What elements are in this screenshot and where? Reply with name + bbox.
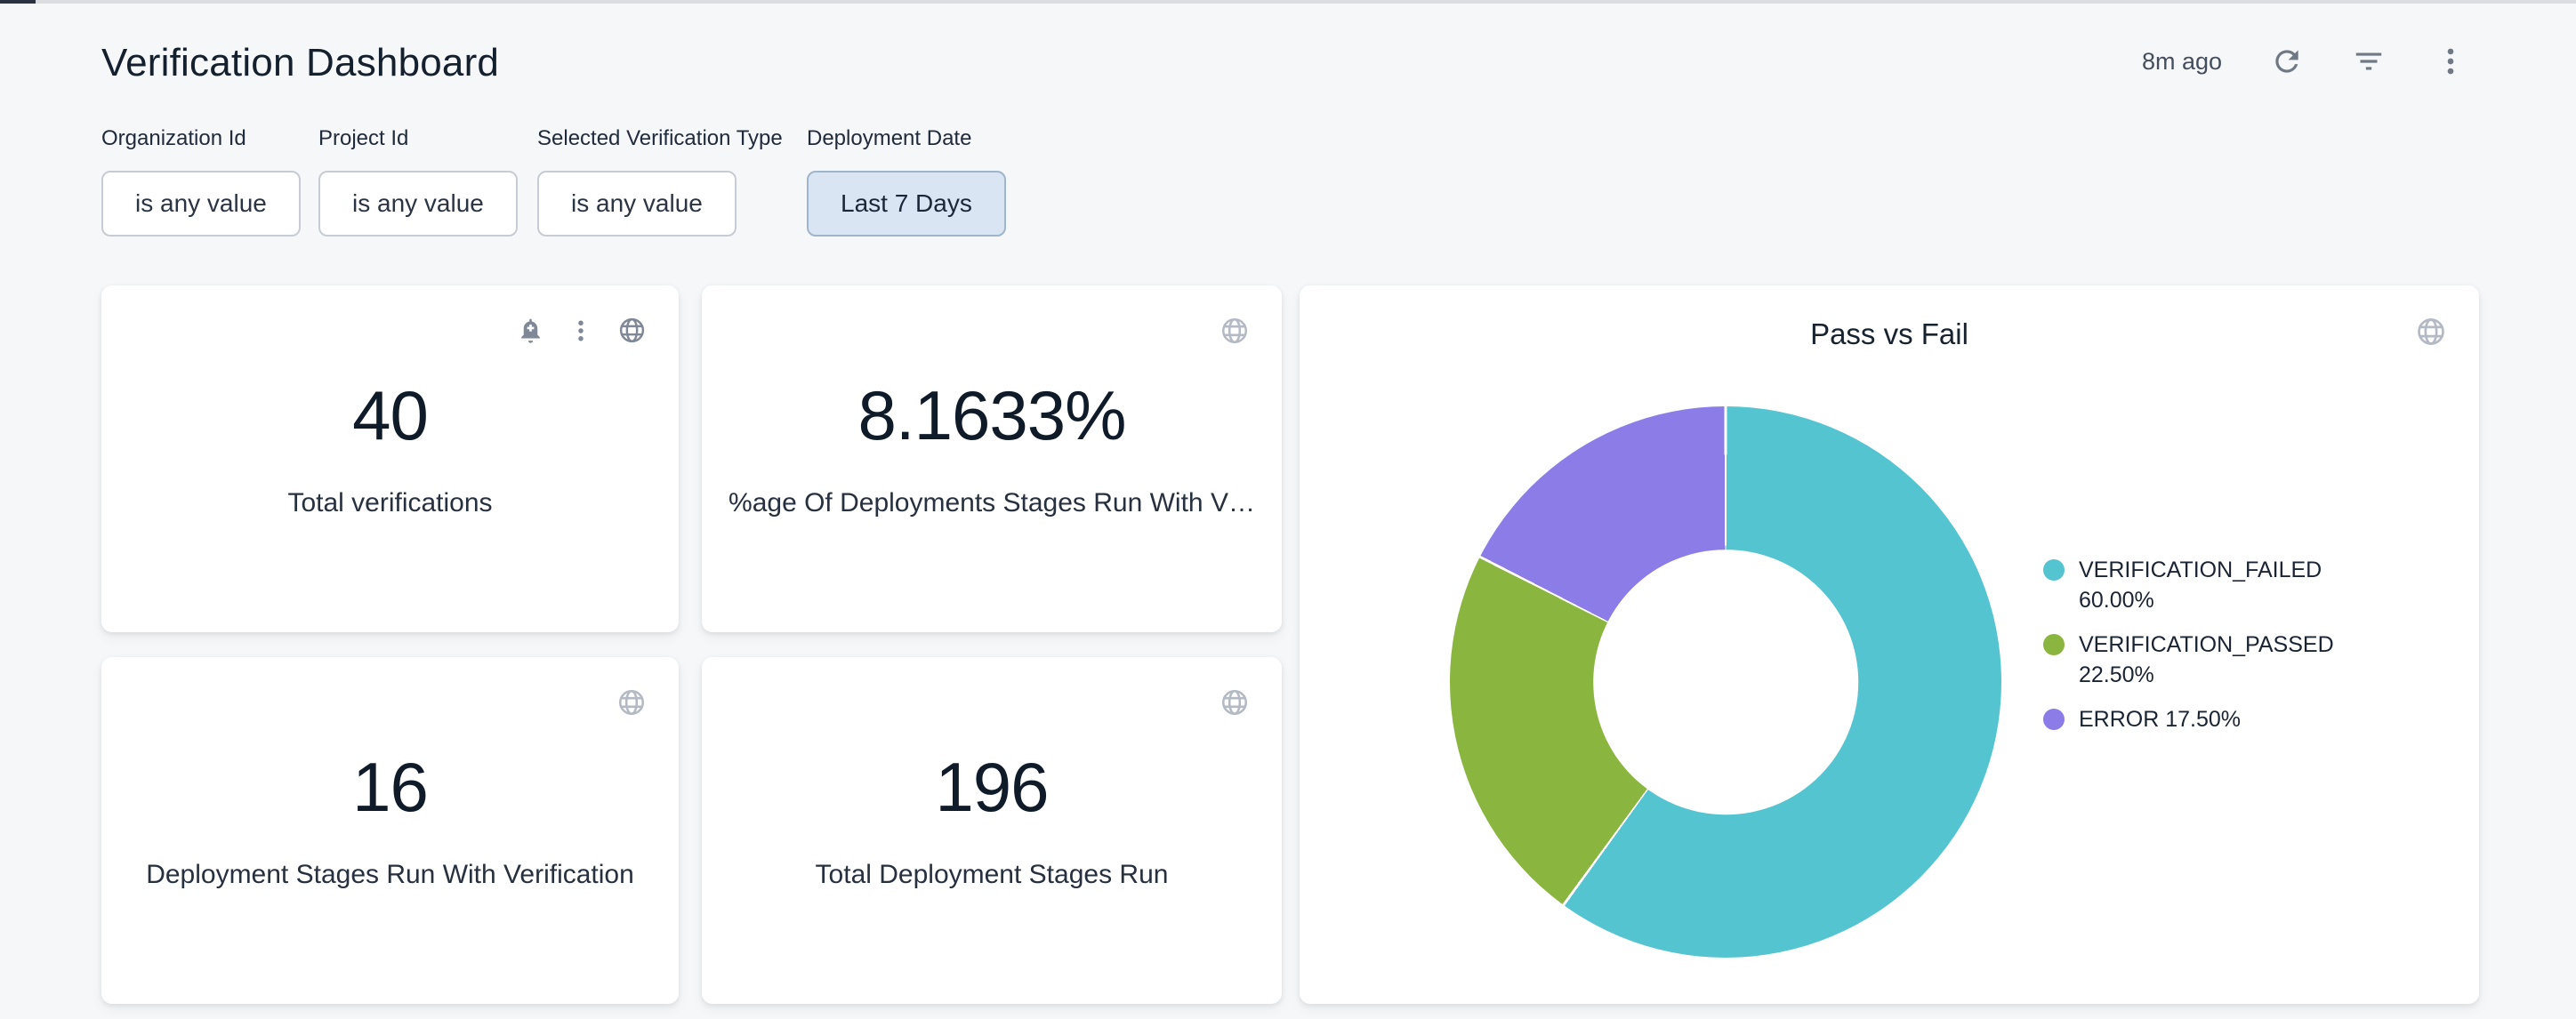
tile-label: Deployment Stages Run With Verification bbox=[146, 859, 634, 889]
add-alert-icon bbox=[517, 317, 544, 344]
tile-total-deployment-stages-run: 196 Total Deployment Stages Run bbox=[702, 657, 1282, 1004]
filter-value-chip[interactable]: is any value bbox=[537, 171, 737, 237]
dashboard-actions-button[interactable] bbox=[2434, 44, 2467, 78]
explore-button[interactable] bbox=[1220, 316, 1250, 346]
explore-button[interactable] bbox=[1220, 687, 1250, 718]
tile-value: 40 bbox=[352, 375, 429, 454]
filter-label: Organization Id bbox=[101, 126, 246, 150]
chart-pass-vs-fail: Pass vs Fail VERIFICATION_FAILED 60.00% … bbox=[1300, 285, 2479, 1004]
legend-item-verification-failed[interactable]: VERIFICATION_FAILED 60.00% bbox=[2043, 555, 2346, 615]
kebab-menu-icon bbox=[2434, 44, 2467, 78]
filter-selected-verification-type: Selected Verification Type is any value bbox=[537, 126, 783, 237]
refresh-button[interactable] bbox=[2270, 44, 2304, 78]
legend-swatch bbox=[2043, 559, 2065, 581]
legend-label: ERROR bbox=[2079, 707, 2160, 732]
top-border bbox=[0, 0, 2576, 4]
globe-icon bbox=[1220, 316, 1250, 346]
filter-deployment-date: Deployment Date Last 7 Days bbox=[807, 126, 1006, 237]
header-controls: 8m ago bbox=[2142, 44, 2467, 78]
filter-label: Project Id bbox=[318, 126, 409, 150]
legend-percent: 60.00% bbox=[2079, 588, 2154, 613]
alert-button[interactable] bbox=[517, 317, 544, 344]
filter-value-chip[interactable]: Last 7 Days bbox=[807, 171, 1006, 237]
tile-total-verifications: 40 Total verifications bbox=[101, 285, 679, 632]
chart-title: Pass vs Fail bbox=[1810, 317, 1968, 350]
globe-icon bbox=[616, 687, 647, 718]
legend-label: VERIFICATION_FAILED bbox=[2079, 558, 2322, 582]
tile-label: Total verifications bbox=[287, 487, 493, 518]
tile-actions-button[interactable] bbox=[568, 317, 594, 344]
legend-swatch bbox=[2043, 709, 2065, 730]
explore-button[interactable] bbox=[2415, 316, 2447, 348]
tile-value: 16 bbox=[352, 747, 429, 826]
legend-percent: 17.50% bbox=[2165, 707, 2242, 732]
donut-chart[interactable] bbox=[1450, 406, 2001, 958]
tile-label: %age Of Deployments Stages Run With V… bbox=[729, 487, 1255, 518]
explore-button[interactable] bbox=[617, 316, 647, 345]
last-refresh-timestamp: 8m ago bbox=[2141, 47, 2222, 75]
filter-project-id: Project Id is any value bbox=[318, 126, 518, 237]
explore-button[interactable] bbox=[616, 687, 647, 718]
globe-icon bbox=[1220, 687, 1250, 718]
filter-label: Selected Verification Type bbox=[537, 126, 783, 150]
top-border-progress bbox=[0, 0, 36, 4]
tile-percent-stages-with-verification: 8.1633% %age Of Deployments Stages Run W… bbox=[702, 285, 1282, 632]
tile-value: 196 bbox=[935, 747, 1049, 826]
chart-legend: VERIFICATION_FAILED 60.00% VERIFICATION_… bbox=[2043, 555, 2346, 734]
page-title: Verification Dashboard bbox=[101, 41, 500, 84]
tile-value: 8.1633% bbox=[857, 375, 1127, 454]
filter-label: Deployment Date bbox=[807, 126, 972, 150]
legend-item-error[interactable]: ERROR 17.50% bbox=[2043, 704, 2346, 734]
filter-value-chip[interactable]: is any value bbox=[318, 171, 518, 237]
filter-value-chip[interactable]: is any value bbox=[101, 171, 301, 237]
legend-swatch bbox=[2043, 634, 2065, 655]
refresh-icon bbox=[2270, 44, 2304, 78]
tile-stages-run-with-verification: 16 Deployment Stages Run With Verificati… bbox=[101, 657, 679, 1004]
tile-label: Total Deployment Stages Run bbox=[815, 859, 1169, 889]
globe-icon bbox=[2415, 316, 2447, 348]
filter-organization-id: Organization Id is any value bbox=[101, 126, 301, 237]
globe-icon bbox=[617, 316, 647, 345]
filter-icon bbox=[2352, 44, 2386, 78]
dashboard-filters-button[interactable] bbox=[2352, 44, 2386, 78]
legend-percent: 22.50% bbox=[2079, 662, 2154, 687]
legend-label: VERIFICATION_PASSED bbox=[2079, 632, 2334, 657]
legend-item-verification-passed[interactable]: VERIFICATION_PASSED 22.50% bbox=[2043, 630, 2346, 690]
kebab-menu-icon bbox=[568, 317, 594, 344]
